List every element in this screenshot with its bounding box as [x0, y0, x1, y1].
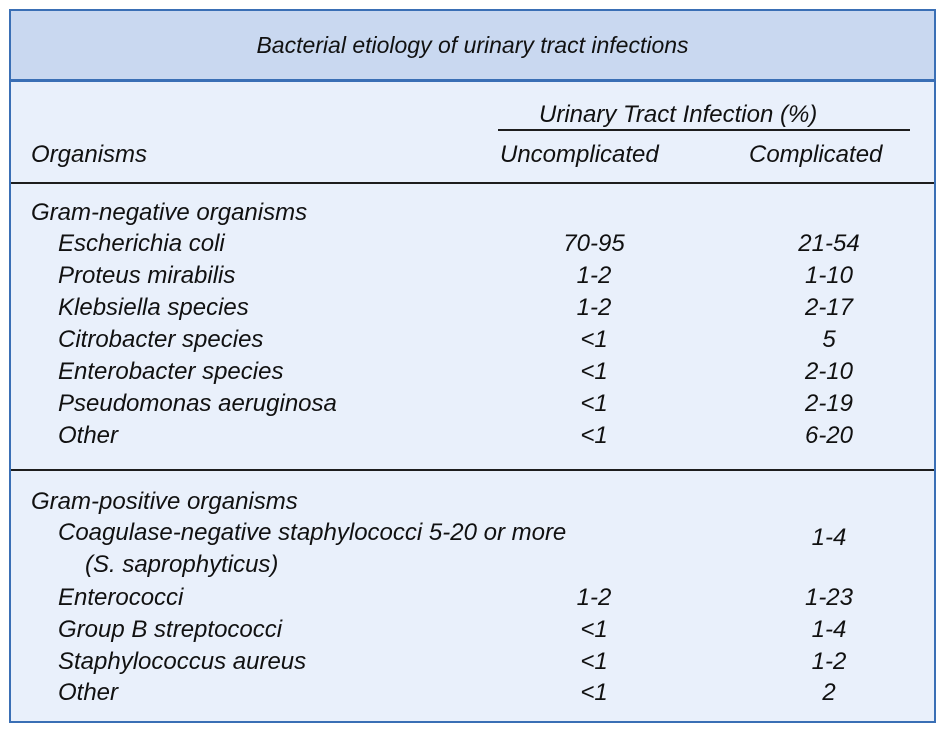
organism-name: Staphylococcus aureus — [58, 648, 307, 675]
gram-positive-heading: Gram-positive organisms — [31, 488, 298, 515]
uncomplicated-value: <1 — [580, 422, 608, 449]
complicated-value: 1-4 — [811, 524, 847, 551]
organism-name: Group B streptococci — [58, 616, 283, 643]
uncomplicated-value: 1-2 — [576, 262, 612, 289]
uncomplicated-value: <1 — [580, 648, 608, 675]
organism-name: Other — [58, 679, 119, 706]
table-title: Bacterial etiology of urinary tract infe… — [11, 11, 934, 82]
group-underline — [498, 129, 910, 131]
uncomplicated-value: <1 — [580, 390, 608, 417]
organism-name: Enterobacter species — [58, 358, 284, 385]
organism-name-line2: (S. saprophyticus) — [85, 551, 279, 578]
organism-name: Escherichia coli — [58, 230, 225, 257]
complicated-value: 1-4 — [811, 616, 847, 643]
organism-name: Other — [58, 422, 119, 449]
section-divider — [11, 469, 934, 471]
complicated-value: 2-10 — [804, 358, 854, 385]
uncomplicated-value: <1 — [580, 616, 608, 643]
header-organisms: Organisms — [31, 141, 148, 168]
uncomplicated-value: 1-2 — [576, 294, 612, 321]
complicated-value: 2 — [822, 679, 836, 706]
table-frame: Bacterial etiology of urinary tract infe… — [9, 9, 936, 723]
complicated-value: 5 — [822, 326, 836, 353]
organism-name: Klebsiella species — [58, 294, 249, 321]
uncomplicated-value: <1 — [580, 358, 608, 385]
column-group-header: Urinary Tract Infection (%) — [539, 101, 818, 128]
complicated-value: 21-54 — [798, 230, 860, 257]
uncomplicated-value: 70-95 — [563, 230, 625, 257]
complicated-value: 1-23 — [804, 584, 854, 611]
uncomplicated-value: <1 — [580, 679, 608, 706]
organism-name-line1: Coagulase-negative staphylococci 5-20 or… — [58, 519, 567, 546]
uncomplicated-value: <1 — [580, 326, 608, 353]
gram-negative-heading: Gram-negative organisms — [31, 199, 308, 226]
header-complicated: Complicated — [749, 141, 883, 168]
complicated-value: 2-19 — [804, 390, 854, 417]
header-uncomplicated: Uncomplicated — [500, 141, 659, 168]
organism-name: Enterococci — [58, 584, 184, 611]
complicated-value: 1-10 — [804, 262, 854, 289]
complicated-value: 1-2 — [811, 648, 847, 675]
organism-name: Citrobacter species — [58, 326, 264, 353]
organism-name: Pseudomonas aeruginosa — [58, 390, 337, 417]
complicated-value: 6-20 — [804, 422, 854, 449]
organism-name: Proteus mirabilis — [58, 262, 236, 289]
uncomplicated-value: 1-2 — [576, 584, 612, 611]
complicated-value: 2-17 — [804, 294, 854, 321]
header-divider — [11, 182, 934, 184]
